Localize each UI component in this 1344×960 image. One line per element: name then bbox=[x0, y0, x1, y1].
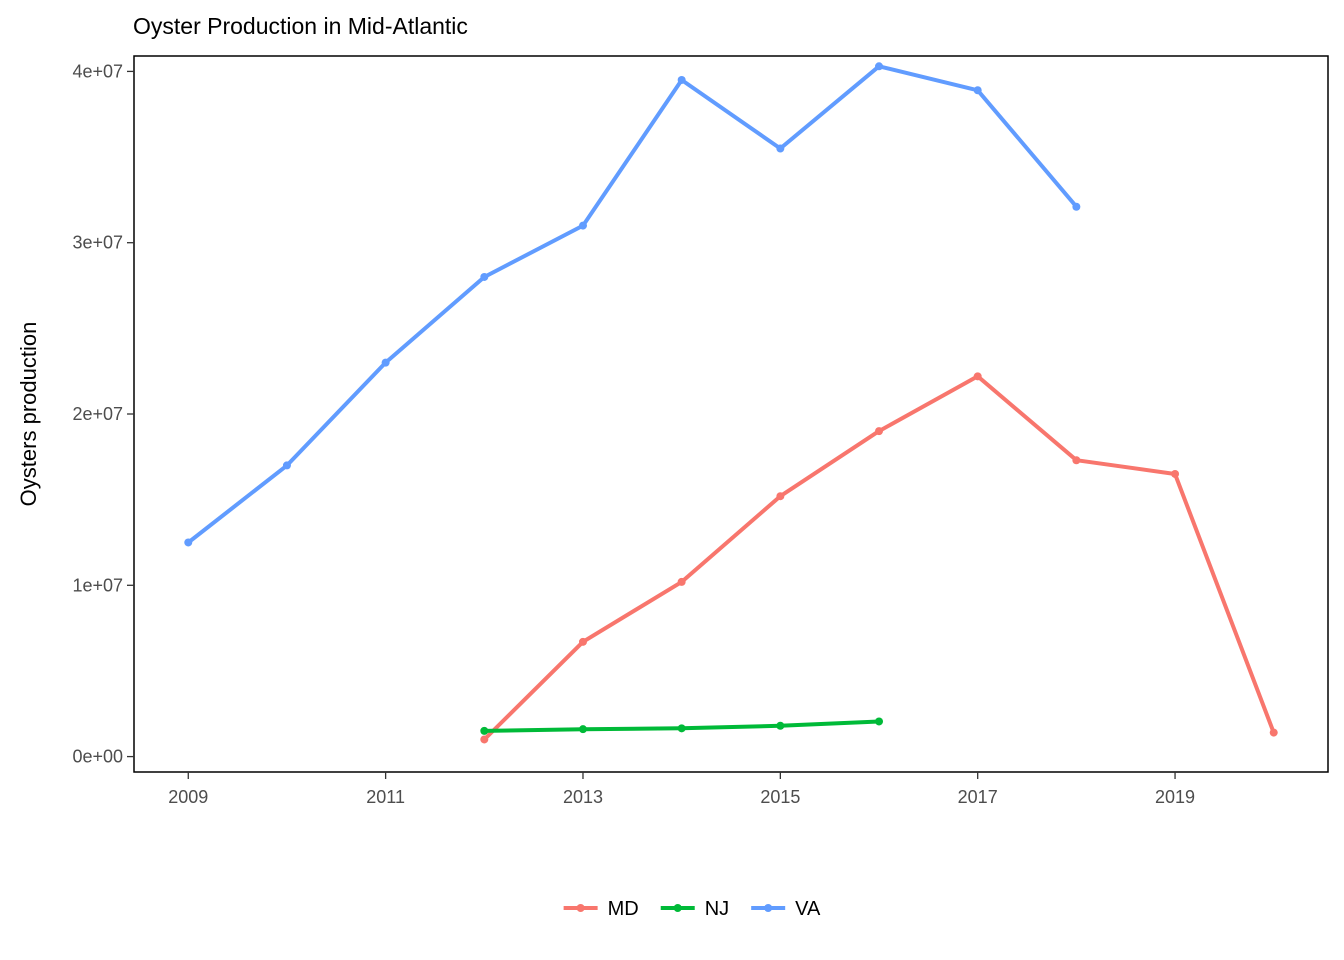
y-tick-label: 1e+07 bbox=[72, 575, 123, 595]
x-axis: 2009 2011 2013 2015 2017 2019 bbox=[168, 772, 1195, 807]
series-md bbox=[480, 372, 1278, 744]
series-line-va bbox=[187, 64, 1078, 545]
legend-key-point bbox=[673, 904, 682, 912]
data-point-va bbox=[184, 538, 193, 547]
y-axis: 0e+00 1e+07 2e+07 3e+07 4e+07 bbox=[72, 61, 134, 767]
x-tick-label: 2017 bbox=[958, 787, 998, 807]
x-tick-label: 2013 bbox=[563, 787, 603, 807]
legend-label-md: MD bbox=[608, 898, 639, 920]
series-layer bbox=[184, 62, 1278, 744]
y-tick-label: 4e+07 bbox=[72, 61, 123, 81]
data-point-nj bbox=[776, 721, 785, 730]
y-axis-label: Oysters production bbox=[16, 322, 41, 507]
data-point-va bbox=[973, 86, 982, 95]
chart-title: Oyster Production in Mid-Atlantic bbox=[133, 13, 468, 39]
data-point-md bbox=[875, 427, 884, 436]
y-tick-label: 0e+00 bbox=[72, 747, 123, 767]
data-point-md bbox=[1072, 456, 1081, 465]
y-tick-label: 2e+07 bbox=[72, 404, 123, 424]
data-point-md bbox=[578, 637, 587, 646]
data-point-md bbox=[677, 577, 686, 586]
data-point-va bbox=[677, 75, 686, 84]
x-tick-label: 2011 bbox=[366, 787, 405, 807]
data-point-nj bbox=[480, 726, 489, 735]
series-nj bbox=[480, 717, 884, 735]
data-point-nj bbox=[677, 724, 686, 733]
data-point-va bbox=[480, 272, 489, 281]
data-point-nj bbox=[875, 717, 884, 726]
legend-key-point bbox=[764, 904, 773, 912]
data-point-va bbox=[282, 461, 291, 470]
series-va bbox=[184, 62, 1081, 547]
data-point-va bbox=[381, 358, 390, 367]
y-tick-label: 3e+07 bbox=[72, 233, 123, 253]
data-point-va bbox=[776, 144, 785, 153]
legend-label-va: VA bbox=[795, 898, 821, 920]
data-point-md bbox=[776, 492, 785, 501]
data-point-va bbox=[578, 221, 587, 230]
x-tick-label: 2009 bbox=[168, 787, 208, 807]
data-point-md bbox=[480, 735, 489, 744]
legend: MD NJ VA bbox=[563, 898, 821, 920]
x-tick-label: 2015 bbox=[760, 787, 800, 807]
data-point-va bbox=[875, 62, 884, 71]
data-point-md bbox=[973, 372, 982, 381]
legend-label-nj: NJ bbox=[705, 898, 729, 920]
data-point-md bbox=[1171, 469, 1180, 478]
legend-key-va bbox=[751, 904, 786, 912]
legend-key-md bbox=[563, 904, 598, 912]
data-point-va bbox=[1072, 202, 1081, 211]
legend-key-nj bbox=[660, 904, 695, 912]
data-point-md bbox=[1269, 728, 1278, 737]
data-point-nj bbox=[578, 725, 587, 734]
legend-key-point bbox=[576, 904, 585, 912]
x-tick-label: 2019 bbox=[1155, 787, 1195, 807]
